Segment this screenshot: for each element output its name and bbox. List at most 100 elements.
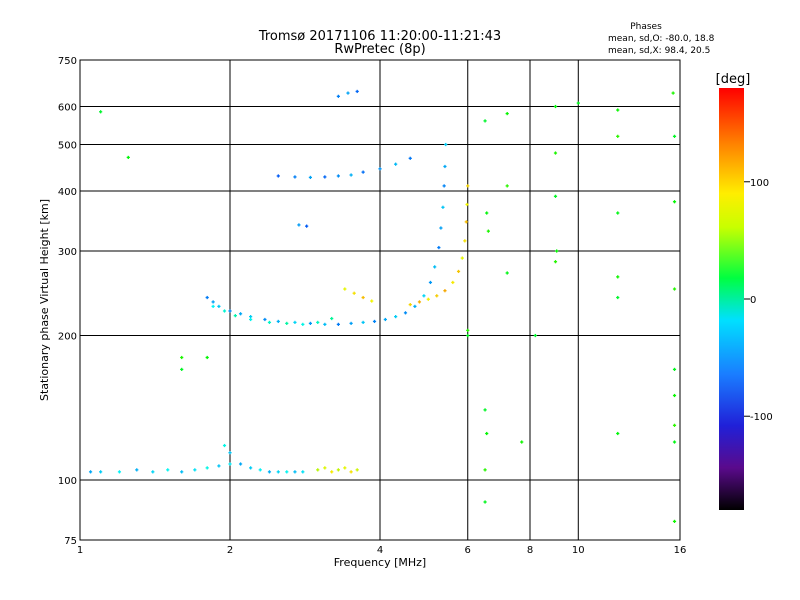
data-point	[403, 311, 408, 315]
data-point	[126, 155, 130, 160]
data-point	[305, 224, 309, 228]
data-point	[370, 299, 374, 303]
x-axis-label: Frequency [MHz]	[334, 556, 426, 569]
data-point	[276, 319, 280, 324]
plot-points	[88, 89, 677, 523]
y-axis-label: Stationary phase Virtual Height [km]	[38, 199, 51, 401]
data-point	[249, 317, 253, 322]
data-point	[394, 162, 398, 166]
data-point	[361, 170, 365, 174]
data-point	[616, 295, 620, 300]
colorbar-ticks: 100 0 -100	[744, 178, 773, 423]
data-point	[437, 245, 441, 250]
data-point	[205, 355, 209, 360]
data-point	[616, 431, 620, 436]
data-point	[316, 468, 320, 472]
y-tick-label: 200	[58, 332, 77, 343]
data-point	[460, 256, 464, 260]
y-tick-label: 75	[64, 536, 77, 547]
x-tick-label: 2	[227, 545, 233, 556]
data-point	[211, 300, 215, 304]
x-tick-label: 16	[674, 545, 687, 556]
stats-x-line: mean, sd,X: 98.4, 20.5	[608, 46, 710, 56]
data-point	[217, 304, 221, 309]
x-tick-label: 10	[572, 545, 585, 556]
data-point	[505, 271, 509, 275]
y-tick-label: 750	[58, 56, 77, 67]
data-point	[576, 101, 580, 105]
data-point	[428, 280, 433, 285]
data-point	[413, 304, 417, 309]
data-point	[372, 319, 377, 324]
data-point	[417, 300, 422, 304]
x-tick-label: 8	[527, 545, 533, 556]
data-point	[323, 322, 327, 326]
data-point	[464, 220, 468, 224]
data-point	[672, 287, 677, 291]
data-point	[555, 249, 559, 253]
data-point	[180, 367, 184, 372]
data-point	[249, 315, 253, 319]
data-point	[323, 175, 327, 179]
data-point	[349, 173, 353, 177]
colorbar	[719, 88, 744, 510]
data-point	[361, 295, 365, 300]
data-point	[465, 202, 469, 207]
x-tick-label: 1	[77, 545, 83, 556]
data-point	[378, 167, 382, 171]
plot-grid	[80, 60, 680, 540]
data-point	[355, 89, 359, 94]
y-tick-label: 300	[58, 247, 77, 258]
data-point	[117, 470, 122, 474]
data-point	[408, 302, 412, 307]
x-tick-label: 6	[465, 545, 471, 556]
data-point	[205, 466, 209, 470]
data-point	[276, 470, 280, 474]
data-point	[228, 309, 232, 313]
data-point	[211, 304, 215, 309]
data-point	[443, 164, 447, 169]
data-point	[301, 322, 305, 326]
data-point	[483, 468, 487, 472]
data-point	[151, 470, 155, 474]
data-point	[408, 156, 412, 160]
data-point	[426, 297, 430, 301]
data-point	[671, 91, 675, 95]
data-point	[343, 466, 347, 470]
data-point	[422, 294, 426, 298]
stats-header: Phases	[630, 22, 662, 32]
data-point	[456, 269, 461, 274]
data-point	[263, 317, 267, 322]
data-point	[308, 321, 313, 325]
data-point	[349, 470, 353, 474]
x-tick-label: 4	[377, 545, 383, 556]
data-point	[166, 468, 170, 472]
data-point	[267, 320, 272, 325]
data-point	[485, 431, 489, 436]
data-point	[483, 408, 487, 412]
data-point	[616, 134, 620, 138]
stats-o-line: mean, sd,O: -80.0, 18.8	[608, 34, 715, 44]
data-point	[361, 320, 365, 325]
data-point	[394, 315, 398, 319]
data-point	[443, 289, 447, 293]
data-point	[267, 470, 272, 474]
data-point	[180, 470, 184, 474]
data-point	[672, 440, 677, 444]
data-point	[217, 464, 221, 468]
x-axis: 1 2 4 6 8 10 16	[77, 545, 687, 556]
data-point	[505, 184, 509, 188]
data-point	[249, 466, 253, 470]
data-point	[285, 321, 289, 325]
chart-title: Tromsø 20171106 11:20:00-11:21:43	[258, 29, 501, 44]
data-point	[308, 175, 313, 180]
data-point	[466, 184, 470, 188]
y-tick-label: 400	[58, 187, 77, 198]
data-point	[553, 194, 558, 198]
data-point	[193, 468, 197, 472]
colorbar-tick-label: 0	[750, 295, 756, 306]
data-point	[258, 468, 262, 472]
data-point	[228, 451, 232, 455]
data-point	[238, 312, 243, 316]
colorbar-tick-label: -100	[750, 412, 773, 423]
